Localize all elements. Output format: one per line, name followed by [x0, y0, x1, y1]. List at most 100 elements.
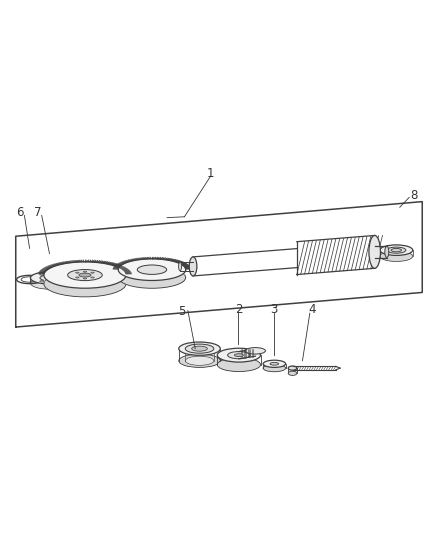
Polygon shape: [66, 263, 68, 272]
Ellipse shape: [44, 262, 126, 288]
Polygon shape: [49, 268, 50, 277]
Ellipse shape: [380, 245, 413, 255]
Polygon shape: [61, 264, 64, 273]
Polygon shape: [120, 268, 121, 278]
Polygon shape: [109, 264, 111, 274]
Ellipse shape: [67, 270, 102, 280]
Polygon shape: [59, 264, 61, 273]
Polygon shape: [121, 265, 122, 273]
Polygon shape: [47, 269, 48, 279]
Polygon shape: [166, 260, 168, 268]
Polygon shape: [172, 261, 173, 270]
Polygon shape: [86, 262, 88, 271]
Ellipse shape: [185, 356, 214, 365]
Polygon shape: [169, 260, 170, 269]
Polygon shape: [54, 266, 56, 275]
Ellipse shape: [263, 360, 286, 367]
Ellipse shape: [40, 274, 44, 275]
Polygon shape: [55, 266, 57, 277]
Polygon shape: [110, 265, 113, 274]
Polygon shape: [94, 262, 97, 271]
Polygon shape: [143, 259, 145, 268]
Polygon shape: [70, 263, 72, 272]
Ellipse shape: [76, 277, 79, 278]
Ellipse shape: [137, 265, 167, 274]
Polygon shape: [125, 263, 126, 271]
Polygon shape: [95, 262, 98, 272]
Polygon shape: [126, 264, 127, 273]
Text: 8: 8: [410, 189, 417, 201]
Polygon shape: [98, 262, 100, 272]
Ellipse shape: [288, 372, 297, 375]
Ellipse shape: [31, 272, 68, 284]
Polygon shape: [61, 264, 64, 274]
Ellipse shape: [380, 251, 413, 262]
Polygon shape: [131, 262, 132, 271]
Polygon shape: [182, 265, 183, 273]
Polygon shape: [135, 261, 136, 270]
Polygon shape: [165, 260, 167, 269]
Ellipse shape: [85, 277, 89, 278]
Ellipse shape: [217, 348, 261, 362]
Polygon shape: [84, 262, 86, 271]
Polygon shape: [157, 259, 159, 267]
Polygon shape: [159, 259, 162, 267]
Polygon shape: [120, 265, 121, 274]
Ellipse shape: [49, 262, 125, 286]
Polygon shape: [167, 260, 169, 269]
Polygon shape: [48, 269, 49, 278]
Polygon shape: [157, 259, 159, 268]
Polygon shape: [178, 262, 179, 271]
Polygon shape: [125, 264, 126, 274]
Ellipse shape: [387, 247, 406, 253]
Polygon shape: [106, 264, 109, 273]
Ellipse shape: [55, 274, 59, 275]
Text: 7: 7: [35, 206, 42, 219]
Polygon shape: [57, 266, 58, 276]
Ellipse shape: [270, 362, 279, 365]
Polygon shape: [117, 266, 119, 277]
Polygon shape: [57, 265, 59, 274]
Ellipse shape: [55, 280, 59, 282]
Polygon shape: [147, 259, 149, 267]
Polygon shape: [54, 267, 55, 277]
Polygon shape: [171, 261, 173, 269]
Ellipse shape: [385, 246, 389, 257]
Polygon shape: [76, 262, 79, 272]
Ellipse shape: [288, 366, 297, 370]
Polygon shape: [99, 263, 102, 272]
Polygon shape: [131, 261, 133, 269]
Polygon shape: [176, 262, 178, 270]
Ellipse shape: [391, 248, 402, 252]
Polygon shape: [53, 268, 54, 278]
Polygon shape: [183, 265, 184, 274]
Polygon shape: [123, 264, 124, 272]
Polygon shape: [93, 262, 95, 271]
Ellipse shape: [118, 266, 186, 288]
Polygon shape: [78, 262, 81, 271]
Polygon shape: [163, 259, 165, 268]
Polygon shape: [81, 262, 84, 271]
Polygon shape: [129, 262, 131, 271]
Ellipse shape: [179, 262, 182, 271]
Ellipse shape: [81, 272, 93, 276]
Polygon shape: [151, 259, 153, 266]
Polygon shape: [138, 260, 140, 269]
Polygon shape: [120, 268, 121, 277]
Polygon shape: [119, 267, 120, 277]
Ellipse shape: [123, 259, 185, 279]
Polygon shape: [76, 262, 78, 271]
Polygon shape: [71, 262, 73, 271]
Polygon shape: [122, 269, 123, 279]
Ellipse shape: [185, 344, 214, 353]
Polygon shape: [155, 259, 157, 267]
Ellipse shape: [40, 275, 59, 281]
Polygon shape: [52, 266, 54, 276]
Ellipse shape: [192, 346, 207, 351]
Polygon shape: [52, 269, 53, 279]
Polygon shape: [111, 264, 113, 274]
Polygon shape: [128, 263, 129, 272]
Polygon shape: [122, 269, 123, 279]
Polygon shape: [132, 262, 133, 271]
Ellipse shape: [179, 354, 220, 367]
